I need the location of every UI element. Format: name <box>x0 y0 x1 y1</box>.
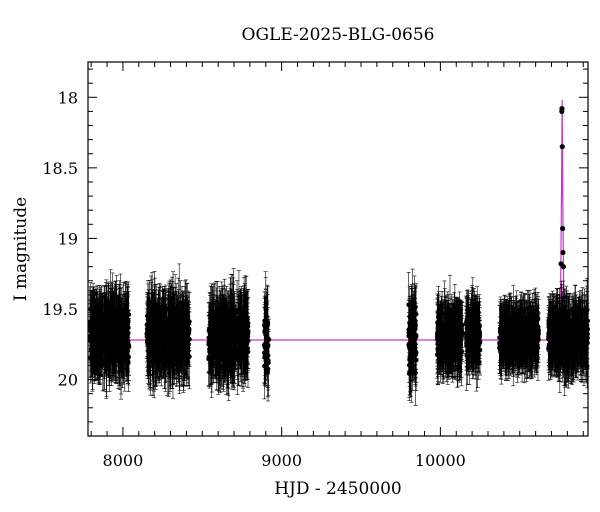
data-point <box>177 337 183 342</box>
data-point <box>164 334 169 340</box>
data-point <box>160 332 166 338</box>
data-point <box>93 339 99 344</box>
data-point <box>120 318 126 324</box>
data-point <box>147 333 153 339</box>
data-point <box>149 316 154 321</box>
data-point <box>145 341 150 346</box>
data-point <box>102 334 108 340</box>
data-point <box>167 344 173 350</box>
data-layer <box>87 105 591 406</box>
data-point <box>150 327 155 332</box>
data-point <box>106 339 111 344</box>
data-point <box>170 330 176 335</box>
data-point <box>111 347 116 353</box>
data-point <box>99 329 104 334</box>
data-point <box>93 326 98 332</box>
data-point <box>103 316 109 322</box>
data-point <box>111 329 117 335</box>
data-point <box>180 322 186 328</box>
data-point <box>89 337 95 343</box>
data-point <box>162 319 168 325</box>
data-point <box>173 333 179 339</box>
data-point <box>116 348 122 353</box>
data-point <box>174 310 180 316</box>
data-point <box>89 326 95 332</box>
chart-title: OGLE-2025-BLG-0656 <box>242 25 435 45</box>
data-point <box>168 336 173 342</box>
data-point <box>181 346 187 352</box>
data-point <box>125 353 130 359</box>
data-point <box>151 321 157 327</box>
data-point <box>174 328 179 333</box>
data-point <box>124 309 130 315</box>
data-point <box>100 319 106 324</box>
data-point <box>147 330 152 336</box>
data-point <box>116 327 122 332</box>
data-point <box>94 322 100 328</box>
data-point <box>160 311 165 316</box>
plot-frame <box>87 61 589 437</box>
data-point <box>90 359 95 365</box>
data-point <box>179 351 185 357</box>
data-point <box>186 330 191 336</box>
data-point <box>108 334 114 340</box>
data-point <box>102 324 108 329</box>
data-point <box>151 351 156 357</box>
data-point <box>144 322 150 327</box>
data-point <box>102 362 107 367</box>
data-point <box>155 328 161 334</box>
